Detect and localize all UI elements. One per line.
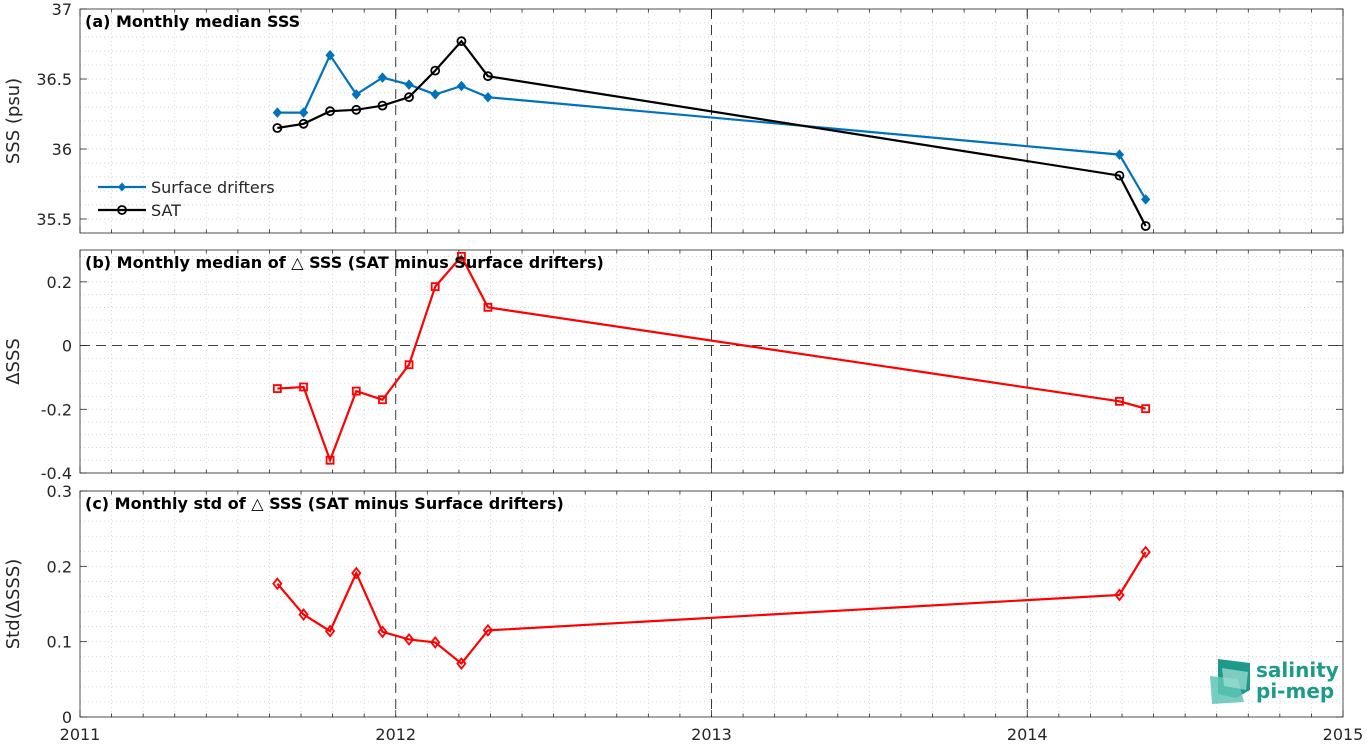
- data-point: [272, 384, 282, 393]
- legend: Surface drifters SAT: [98, 178, 275, 220]
- data-point: [377, 72, 388, 83]
- panel-title: (b) Monthly median of △ SSS (SAT minus S…: [85, 253, 604, 272]
- data-point: [272, 107, 283, 118]
- data-point: [351, 104, 362, 115]
- legend-marker: [117, 205, 127, 215]
- y-tick-label: 37: [52, 0, 72, 19]
- legend-label: SAT: [151, 201, 181, 220]
- data-point: [1114, 170, 1125, 181]
- data-point: [298, 118, 309, 129]
- legend-marker: [118, 182, 126, 192]
- data-point: [351, 566, 362, 580]
- panel-title: (c) Monthly std of △ SSS (SAT minus Surf…: [85, 494, 564, 513]
- y-tick-label: 36.5: [36, 70, 72, 89]
- panel-b: -0.4 -0.2 0 0.2 ΔSSS (b) Monthly median of △ …: [3, 249, 1344, 483]
- data-point: [483, 302, 493, 312]
- series: [272, 251, 1151, 465]
- data-point: [404, 79, 414, 90]
- series: [272, 545, 1151, 670]
- x-tick-label: 2013: [691, 725, 732, 744]
- logo-line2: pi-mep: [1256, 679, 1334, 703]
- data-point: [378, 395, 387, 405]
- y-tick-label: 35.5: [36, 210, 72, 229]
- data-point: [1115, 396, 1124, 406]
- data-point: [1114, 149, 1125, 160]
- data-point: [483, 91, 493, 103]
- data-point: [1141, 404, 1151, 414]
- y-axis-label: ΔSSS: [3, 338, 24, 385]
- y-tick-label: 0.3: [47, 482, 72, 501]
- y-axis-label: SSS (psu): [3, 78, 24, 164]
- x-tick-label: 2011: [60, 725, 101, 744]
- data-point: [377, 625, 388, 639]
- data-point: [298, 107, 309, 118]
- y-tick-label: 0: [62, 708, 72, 727]
- x-axis: 2011 2012 2013 2014 2015: [60, 725, 1364, 744]
- data-point: [456, 36, 467, 47]
- grid: [80, 250, 1343, 474]
- data-point: [404, 92, 414, 103]
- data-point: [272, 577, 283, 591]
- data-point: [1140, 194, 1151, 205]
- data-point: [404, 360, 414, 370]
- data-point: [272, 123, 283, 133]
- panel-title: (a) Monthly median SSS: [85, 12, 300, 31]
- data-point: [1140, 221, 1151, 231]
- data-point: [456, 657, 467, 670]
- x-tick-label: 2012: [375, 725, 416, 744]
- data-point: [430, 65, 441, 76]
- logo-line1: salinity: [1256, 658, 1339, 682]
- y-tick-label: 0.2: [47, 273, 72, 292]
- data-point: [1114, 588, 1125, 602]
- data-point: [298, 608, 309, 621]
- logo-mark: [1210, 659, 1250, 704]
- series: [272, 36, 1151, 231]
- data-point: [325, 49, 335, 61]
- grid: [80, 490, 1343, 718]
- logo: salinity pi-mep: [1210, 658, 1339, 704]
- series: [272, 49, 1151, 205]
- data-point: [430, 89, 440, 100]
- panel-c: 0 0.1 0.2 0.3 Std(ΔSSS) (c) Monthly std of △ …: [3, 482, 1344, 727]
- data-point: [377, 100, 388, 111]
- y-tick-label: -0.4: [41, 464, 72, 483]
- data-point: [351, 89, 361, 100]
- data-point: [351, 386, 361, 396]
- data-point: [403, 632, 415, 646]
- series-line: [277, 254, 1146, 464]
- data-point: [324, 624, 336, 638]
- panels: 35.5 36 36.5 37 SSS (psu) (a) Monthly median …: [3, 0, 1344, 727]
- y-tick-label: 36: [52, 140, 72, 159]
- y-tick-label: -0.2: [41, 400, 72, 419]
- y-tick-label: 0: [62, 337, 72, 356]
- legend-label: Surface drifters: [151, 178, 275, 197]
- data-point: [457, 251, 466, 261]
- panel-a: 35.5 36 36.5 37 SSS (psu) (a) Monthly median …: [3, 0, 1344, 234]
- data-point: [430, 635, 441, 649]
- data-point: [325, 106, 335, 117]
- y-tick-label: 0.1: [47, 633, 72, 652]
- data-point: [325, 455, 335, 465]
- series-line: [277, 39, 1147, 227]
- data-point: [299, 382, 308, 392]
- x-tick-label: 2015: [1323, 725, 1364, 744]
- x-tick-label: 2014: [1007, 725, 1048, 744]
- y-axis-label: Std(ΔSSS): [3, 559, 24, 650]
- data-point: [482, 623, 494, 637]
- data-point: [483, 71, 493, 82]
- series-line: [276, 551, 1147, 666]
- data-point: [430, 282, 440, 292]
- data-point: [456, 80, 467, 92]
- data-point: [1140, 545, 1151, 559]
- y-tick-label: 0.2: [47, 557, 72, 576]
